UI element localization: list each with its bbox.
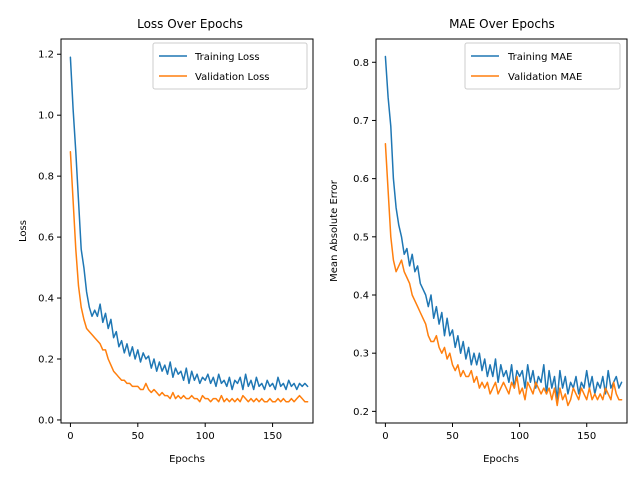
loss-plot-area <box>69 56 309 403</box>
x-tick-label: 100 <box>510 431 529 442</box>
x-tick-label: 0 <box>67 431 73 442</box>
x-axis-label: Epochs <box>483 454 519 465</box>
legend-label-training-loss: Training Loss <box>194 52 260 63</box>
series-line-validation-mae <box>384 142 623 407</box>
y-tick-label: 0.7 <box>353 116 369 127</box>
x-axis-label: Epochs <box>169 454 205 465</box>
y-tick-label: 0.8 <box>353 58 369 69</box>
x-ticks: 0 50 100 150 <box>67 423 282 442</box>
mae-plot-area <box>384 55 623 407</box>
legend-box <box>152 42 308 90</box>
y-tick-label: 1.2 <box>38 50 54 61</box>
loss-chart: Loss Over Epochs 0 50 100 150 0.00.20.40.60… <box>18 17 314 465</box>
legend-label-validation-loss: Validation Loss <box>195 72 270 83</box>
y-tick-label: 0.4 <box>38 294 54 305</box>
mae-chart: MAE Over Epochs 0 50 100 150 0.20.30.40.50.… <box>329 17 628 465</box>
x-ticks: 0 50 100 150 <box>382 423 596 442</box>
y-tick-label: 0.2 <box>38 355 54 366</box>
axes-frame <box>375 38 628 424</box>
y-tick-label: 0.8 <box>38 172 54 183</box>
series-line-validation-loss <box>69 151 309 403</box>
series-line-training-mae <box>384 55 623 401</box>
x-tick-label: 100 <box>196 431 215 442</box>
chart-title: Loss Over Epochs <box>137 17 243 31</box>
y-axis-label: Mean Absolute Error <box>329 179 340 282</box>
legend-box <box>464 42 621 90</box>
legend-label-validation-mae: Validation MAE <box>508 72 582 83</box>
legend: Training Loss Validation Loss <box>152 42 308 90</box>
y-tick-label: 0.4 <box>353 291 369 302</box>
y-tick-label: 0.2 <box>353 407 369 418</box>
y-tick-label: 0.5 <box>353 232 369 243</box>
legend-label-training-mae: Training MAE <box>507 52 572 63</box>
y-axis-label: Loss <box>18 220 29 242</box>
y-tick-label: 0.0 <box>38 415 54 426</box>
y-tick-label: 0.6 <box>38 233 54 244</box>
y-ticks: 0.2 0.3 0.4 0.5 0.6 0.7 0.8 <box>353 58 376 418</box>
legend: Training MAE Validation MAE <box>464 42 621 90</box>
x-tick-label: 150 <box>577 431 596 442</box>
y-tick-label: 1.0 <box>38 111 54 122</box>
x-tick-label: 50 <box>131 431 144 442</box>
series-line-training-loss <box>69 56 309 391</box>
y-tick-label: 0.6 <box>353 174 369 185</box>
y-ticks: 0.0 0.2 0.4 0.6 0.8 1.0 1.2 <box>38 50 61 426</box>
x-tick-label: 150 <box>263 431 282 442</box>
axes-frame <box>60 38 314 424</box>
x-tick-label: 50 <box>446 431 459 442</box>
y-tick-label: 0.3 <box>353 349 369 360</box>
chart-title: MAE Over Epochs <box>449 17 555 31</box>
x-tick-label: 0 <box>382 431 388 442</box>
